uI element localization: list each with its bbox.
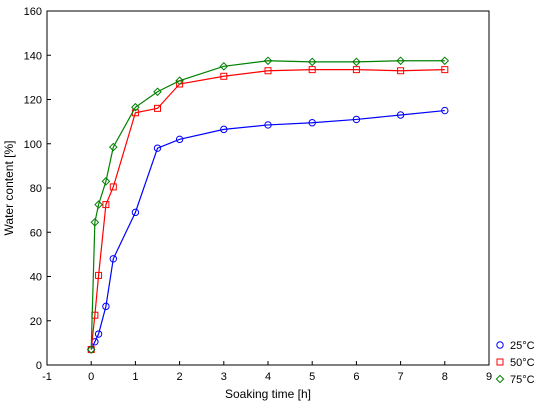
data-point [220,125,228,134]
data-point [396,111,405,119]
series-0 [87,106,449,354]
data-point [175,135,184,144]
data-point [102,302,110,311]
data-point [352,57,361,67]
legend: 25°C 50°C 75°C [495,340,535,386]
y-tick-label: 0 [36,360,42,372]
data-point [307,57,317,67]
series-line [90,60,445,350]
data-point [108,142,118,152]
data-point [441,66,449,74]
y-tick-label: 20 [30,316,42,328]
x-tick-label: 9 [486,371,492,383]
data-point [220,72,228,80]
data-point [102,201,110,209]
data-point [264,67,272,75]
series-line [90,109,445,350]
data-point [308,66,316,74]
data-point [131,102,140,112]
data-point [109,183,117,191]
y-tick-label: 160 [24,6,42,18]
data-point [441,106,449,115]
y-tick-label: 140 [24,50,42,62]
legend-label: 75°C [510,374,535,386]
legend-marker [496,358,504,366]
data-point [90,217,100,227]
data-point [219,62,229,71]
data-point [153,144,162,152]
x-tick-label: 3 [221,371,227,383]
x-tick-label: 5 [309,371,315,383]
y-tick-label: 60 [30,227,42,239]
series-layer [86,56,450,354]
data-point [397,67,405,75]
data-point [153,87,162,97]
x-tick-label: 0 [88,371,94,383]
x-tick-label: -1 [42,371,52,383]
y-axis-title: Water content [%] [2,141,16,236]
data-point [264,121,272,129]
y-tick-label: 120 [24,95,42,107]
y-tick-label: 100 [24,139,42,151]
y-tick-label: 40 [30,272,42,284]
x-tick-label: 4 [265,371,271,383]
data-point [440,56,450,66]
series-2 [86,56,450,354]
legend-marker [496,341,504,349]
data-point [352,115,361,124]
data-point [396,56,405,66]
legend-label: 50°C [510,357,535,369]
data-point [94,330,103,338]
data-point [86,345,96,354]
data-point [131,208,140,217]
data-point [263,56,273,66]
data-point [95,271,103,279]
legend-marker [495,374,505,384]
x-tick-label: 1 [132,371,138,383]
data-point [109,255,118,263]
x-tick-label: 6 [353,371,359,383]
data-point [101,177,111,186]
data-point [308,119,316,127]
x-tick-label: 7 [398,371,404,383]
data-point [175,76,184,86]
series-line [90,69,445,350]
y-tick-label: 80 [30,183,42,195]
x-tick-label: 2 [177,371,183,383]
data-point [154,104,161,112]
x-axis-title: Soaking time [h] [225,387,311,401]
legend-label: 25°C [510,340,535,352]
x-tick-label: 8 [442,371,448,383]
data-point [352,66,360,74]
data-point [94,200,103,209]
